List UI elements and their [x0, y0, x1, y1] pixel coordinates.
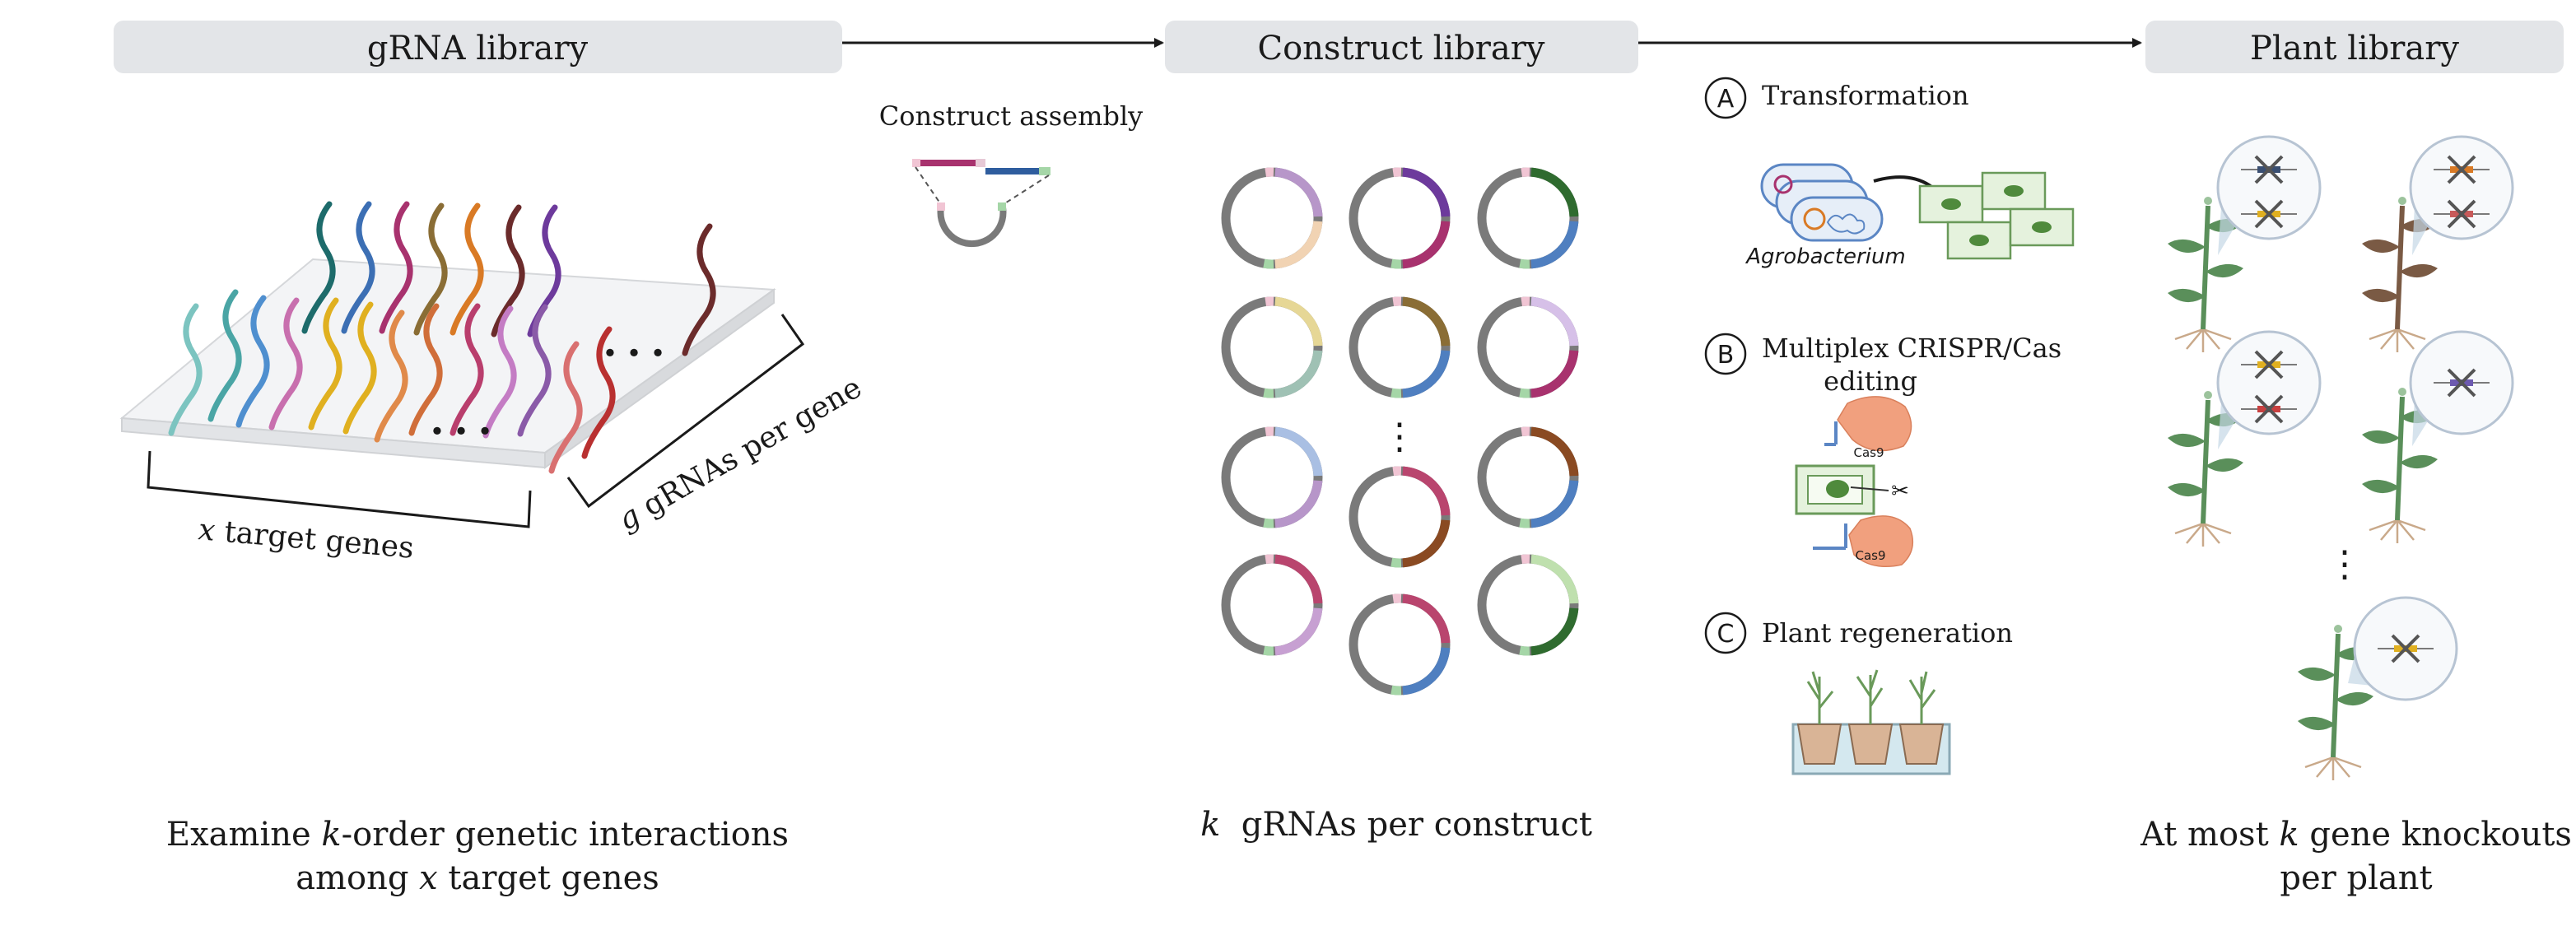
- step-b-crispr-editing: B Multiplex CRISPR/Cas editing Cas9 ✂ Ca…: [1704, 333, 2061, 567]
- cas9-icon: Cas9: [1824, 396, 1912, 460]
- knockout-cross-icon: [2241, 199, 2297, 229]
- knockout-cross-icon: [2241, 394, 2297, 424]
- plasmid-icon: [1477, 296, 1579, 398]
- header-grna-library-label: gRNA library: [367, 30, 589, 67]
- plasmid-icon: [1349, 466, 1451, 568]
- vertical-ellipsis: ⋮: [2327, 543, 2363, 585]
- g-grnas-per-gene-label: g gRNAs per gene: [613, 370, 868, 537]
- plasmid-icon: [1221, 296, 1323, 398]
- step-letter: B: [1717, 341, 1735, 370]
- grna-strand: [207, 289, 242, 422]
- knockout-cross-icon: [2434, 155, 2490, 184]
- grna-strand: [379, 201, 413, 334]
- grna-strand: [308, 297, 342, 430]
- plasmid-icon: [1349, 296, 1451, 398]
- caption-middle-line: k gRNAs per construct: [1200, 806, 1592, 844]
- plant-icon: [2298, 596, 2458, 780]
- step-a-transformation: A Transformation Agrobacterium: [1704, 77, 2075, 269]
- caption-left-line2: among x target genes: [296, 859, 659, 897]
- grna-strand: [342, 301, 377, 435]
- header-construct-library-label: Construct library: [1257, 30, 1544, 67]
- row-ellipsis: • • •: [430, 416, 493, 447]
- grna-strand: [682, 223, 716, 356]
- knockout-cross-icon: [2241, 155, 2297, 184]
- grna-strand: [548, 341, 583, 474]
- header-grna-library: gRNA library: [114, 21, 842, 73]
- plasmid-icon: [1221, 167, 1323, 269]
- grna-strand: [268, 297, 303, 430]
- grna-strand: [168, 303, 203, 436]
- plant-cell-icon: [1795, 464, 1875, 515]
- x-target-genes-bracket: x target genes: [147, 450, 532, 565]
- plant-icon: [2168, 330, 2322, 547]
- plant-icon: [2362, 330, 2514, 543]
- vertical-ellipsis: ⋮: [1381, 416, 1418, 458]
- knockout-cross-icon: [2434, 199, 2490, 229]
- plasmid-icon: [1221, 426, 1323, 528]
- plasmid-icon: [1349, 593, 1451, 696]
- knockout-cross-icon: [2241, 350, 2297, 379]
- step-letter: C: [1717, 620, 1735, 649]
- construct-assembly-label: Construct assembly: [879, 100, 1144, 132]
- caption-right-line2: per plant: [2280, 859, 2432, 897]
- grna-strand: [482, 305, 517, 439]
- grna-strand: [517, 304, 552, 437]
- plant-icon: [2362, 135, 2514, 352]
- header-plant-library: Plant library: [2145, 21, 2564, 73]
- grna-strand: [581, 326, 616, 459]
- caption-left-line1: Examine k-order genetic interactions: [166, 816, 789, 854]
- knockout-cross-icon: [2434, 368, 2490, 398]
- x-target-genes-label: x target genes: [197, 513, 415, 565]
- plasmid-icon: [912, 159, 1050, 248]
- grna-strand: [413, 202, 448, 336]
- column-ellipsis: • • •: [603, 337, 666, 369]
- plant-icon: [2168, 135, 2322, 352]
- plasmid-icon: [1477, 426, 1579, 528]
- plasmid-grid: [1221, 167, 1579, 696]
- plant-cell-icon: [1918, 171, 2075, 260]
- pot-tray-icon: [1791, 669, 1951, 775]
- grna-strand: [450, 202, 484, 336]
- grna-strand: [301, 201, 336, 334]
- step-title-line2: editing: [1824, 365, 1917, 397]
- step-title: Transformation: [1762, 80, 1969, 111]
- step-title-line1: Multiplex CRISPR/Cas: [1762, 333, 2061, 364]
- svg-text:Cas9: Cas9: [1855, 548, 1885, 563]
- step-title: Plant regeneration: [1762, 617, 2013, 649]
- header-plant-library-label: Plant library: [2250, 30, 2459, 67]
- grna-plate: • • • • • •: [119, 201, 776, 474]
- caption-left: Examine k-order genetic interactions amo…: [166, 816, 789, 897]
- plant-grid: [2168, 135, 2514, 780]
- header-construct-library: Construct library: [1165, 21, 1638, 73]
- step-letter: A: [1717, 85, 1735, 114]
- grna-strand: [374, 309, 408, 443]
- agrobacterium-label: Agrobacterium: [1745, 244, 1906, 269]
- plasmid-icon: [1477, 167, 1579, 269]
- grna-strands: [168, 201, 716, 474]
- cas9-icon: Cas9: [1813, 515, 1914, 567]
- grna-strand: [491, 204, 525, 337]
- step-c-plant-regeneration: C Plant regeneration: [1704, 612, 2013, 775]
- knockout-cross-icon: [2378, 634, 2434, 663]
- plasmid-icon: [1477, 554, 1579, 656]
- grna-strand: [341, 201, 375, 334]
- caption-right: At most k gene knockouts per plant: [2140, 816, 2572, 897]
- caption-right-line1: At most k gene knockouts: [2140, 816, 2572, 854]
- grna-strand: [450, 303, 484, 436]
- caption-middle: k gRNAs per construct: [1200, 806, 1592, 844]
- grna-strand: [235, 295, 270, 428]
- svg-text:Cas9: Cas9: [1853, 445, 1884, 460]
- plasmid-icon: [1221, 554, 1323, 656]
- grna-strand: [408, 303, 443, 436]
- agrobacterium-icon: [1760, 163, 1884, 242]
- scissors-icon: ✂: [1891, 479, 1909, 504]
- plasmid-icon: [1349, 167, 1451, 269]
